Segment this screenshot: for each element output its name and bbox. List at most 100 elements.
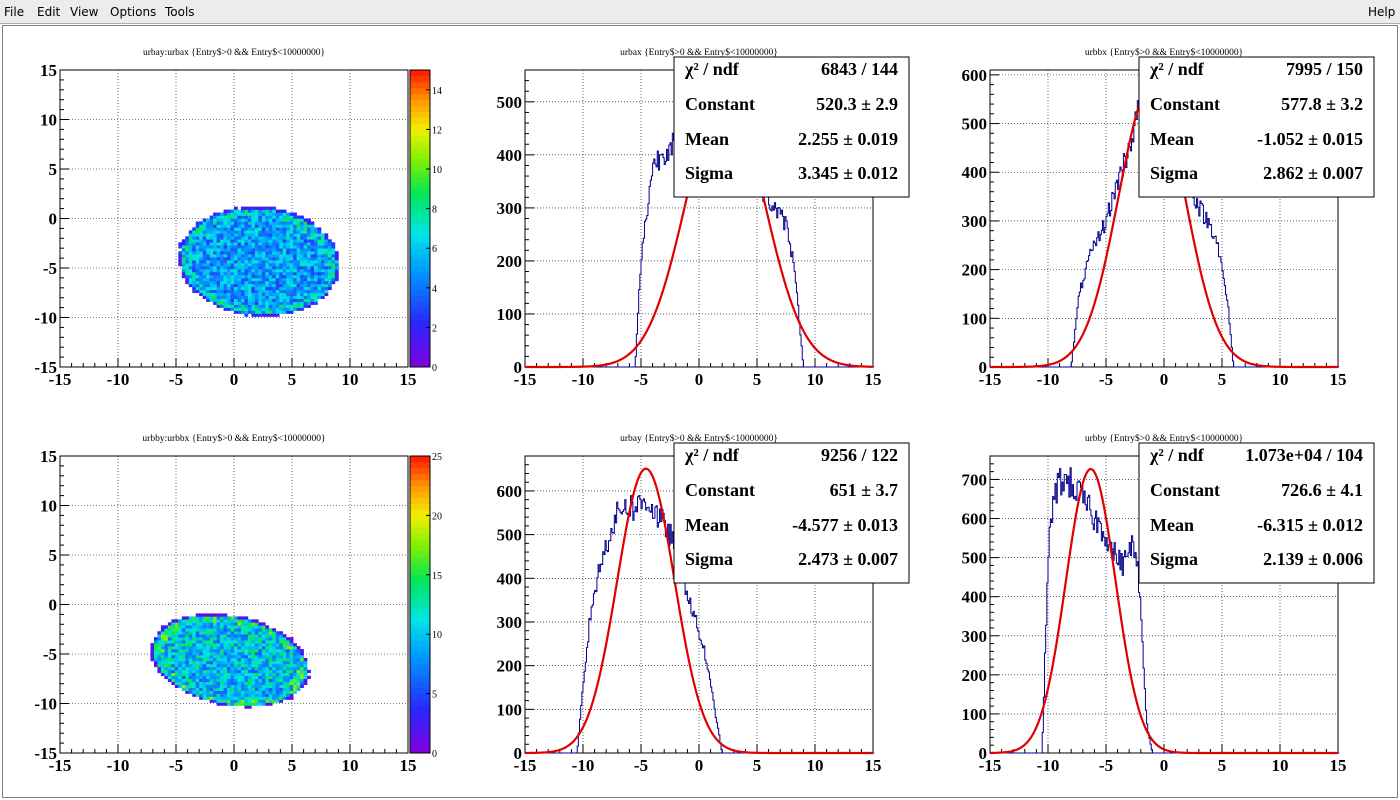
heatmap-cell bbox=[171, 666, 176, 671]
heatmap-cell bbox=[160, 634, 165, 638]
menu-help[interactable]: Help bbox=[1368, 5, 1396, 19]
heatmap-cell bbox=[324, 283, 329, 288]
heatmap-cell bbox=[272, 684, 277, 688]
heatmap-cell bbox=[261, 690, 266, 694]
heatmap-cell bbox=[317, 260, 322, 264]
heatmap-cell bbox=[324, 233, 329, 237]
heatmap-cell bbox=[240, 221, 245, 225]
heatmap-cell bbox=[275, 245, 280, 249]
heatmap-cell bbox=[268, 640, 273, 644]
heatmap-cell bbox=[171, 622, 176, 626]
heatmap-cell bbox=[157, 637, 162, 641]
heatmap-cell bbox=[282, 221, 287, 225]
heatmap-cell bbox=[202, 693, 207, 697]
heatmap-cell bbox=[254, 301, 259, 305]
heatmap-cell bbox=[261, 657, 266, 662]
heatmap-cell bbox=[227, 681, 231, 685]
heatmap-cell bbox=[254, 242, 259, 246]
heatmap-cell bbox=[220, 263, 224, 267]
palette-step bbox=[410, 147, 430, 154]
heatmap-cell bbox=[234, 257, 238, 261]
heatmap-cell bbox=[240, 702, 245, 706]
palette-step bbox=[410, 355, 430, 362]
heatmap-cell bbox=[314, 242, 318, 246]
heatmap-cell bbox=[167, 634, 172, 638]
palette-step bbox=[410, 456, 430, 463]
plot-pad-1[interactable]: urbay:urbax {Entry$>0 && Entry$<10000000… bbox=[34, 47, 442, 389]
heatmap-cell bbox=[227, 690, 231, 694]
heatmap-cell bbox=[244, 654, 249, 659]
heatmap-cell bbox=[247, 280, 252, 285]
heatmap-cell bbox=[247, 245, 252, 249]
menu-edit[interactable]: Edit bbox=[37, 5, 61, 19]
palette-step bbox=[410, 153, 430, 160]
heatmap-cell bbox=[317, 289, 322, 294]
menu-options[interactable]: Options bbox=[110, 5, 157, 19]
x-tick-label: -15 bbox=[979, 370, 1002, 389]
heatmap-cell bbox=[192, 678, 197, 683]
menu-file[interactable]: File bbox=[4, 5, 25, 19]
plot-pad-5[interactable]: urbay {Entry$>0 && Entry$<10000000}-15 -1… bbox=[497, 433, 910, 775]
heatmap-cell bbox=[251, 649, 256, 653]
heatmap-cell bbox=[220, 690, 224, 694]
heatmap-cell bbox=[185, 628, 190, 632]
heatmap-cell bbox=[181, 268, 186, 273]
heatmap-cell bbox=[223, 233, 228, 237]
heatmap-cell bbox=[282, 260, 287, 264]
x-tick-label: 15 bbox=[400, 756, 417, 775]
heatmap-cell bbox=[209, 242, 214, 246]
palette-frame bbox=[409, 69, 431, 368]
heatmap-cell bbox=[279, 280, 284, 285]
heatmap-cell bbox=[216, 230, 221, 234]
heatmap-cell bbox=[174, 625, 179, 629]
heatmap-cell bbox=[223, 298, 228, 302]
heatmap-cell bbox=[258, 301, 263, 305]
heatmap-cell bbox=[202, 649, 207, 653]
heatmap-cell bbox=[220, 254, 224, 258]
y-tick-label: 400 bbox=[497, 146, 523, 165]
heatmap-cell bbox=[234, 643, 238, 647]
heatmap-cell bbox=[199, 660, 203, 665]
plot-pad-6[interactable]: urbby {Entry$>0 && Entry$<10000000}-15 -1… bbox=[962, 433, 1375, 775]
heatmap-cell bbox=[234, 298, 238, 302]
heatmap-cell bbox=[286, 266, 290, 270]
heatmap-cell bbox=[209, 643, 214, 647]
heatmap-cell bbox=[244, 280, 249, 285]
plot-pad-2[interactable]: urbax {Entry$>0 && Entry$<10000000}-15 -1… bbox=[497, 47, 910, 389]
heatmap-cell bbox=[206, 260, 210, 264]
heatmap-cell bbox=[237, 640, 242, 644]
heatmap-cell bbox=[230, 646, 235, 650]
heatmap-cell bbox=[234, 215, 238, 219]
heatmap-cell bbox=[314, 274, 318, 279]
heatmap-cell bbox=[279, 248, 284, 252]
heatmap-cell bbox=[331, 257, 336, 261]
heatmap-cell bbox=[261, 652, 266, 656]
menu-view[interactable]: View bbox=[70, 5, 99, 19]
plot-pad-4[interactable]: urbby:urbbx {Entry$>0 && Entry$<10000000… bbox=[34, 433, 442, 775]
heatmap-cell bbox=[314, 295, 318, 299]
heatmap-cell bbox=[307, 233, 311, 237]
heatmap-cell bbox=[220, 625, 224, 629]
heatmap-cell bbox=[195, 271, 200, 276]
plot-pad-3[interactable]: urbbx {Entry$>0 && Entry$<10000000}-15 -1… bbox=[962, 47, 1375, 389]
heatmap-cell bbox=[247, 310, 252, 314]
heatmap-cell bbox=[254, 678, 259, 683]
heatmap-cell bbox=[223, 687, 228, 691]
heatmap-cell bbox=[174, 646, 179, 650]
y-tick-label: 500 bbox=[497, 93, 523, 112]
heatmap-cell bbox=[216, 631, 221, 635]
heatmap-cell bbox=[230, 693, 235, 697]
heatmap-cell bbox=[275, 672, 280, 677]
heatmap-cell bbox=[216, 254, 221, 258]
heatmap-cell bbox=[195, 669, 200, 674]
heatmap-cell bbox=[317, 236, 322, 240]
heatmap-cell bbox=[192, 254, 197, 258]
heatmap-cell bbox=[293, 274, 297, 279]
heatmap-cell bbox=[307, 283, 311, 288]
menu-tools[interactable]: Tools bbox=[165, 5, 195, 19]
heatmap-cell bbox=[213, 271, 217, 276]
plot-title: urbby:urbbx {Entry$>0 && Entry$<10000000… bbox=[142, 433, 325, 444]
heatmap-cell bbox=[202, 652, 207, 656]
heatmap-cell bbox=[300, 271, 304, 276]
